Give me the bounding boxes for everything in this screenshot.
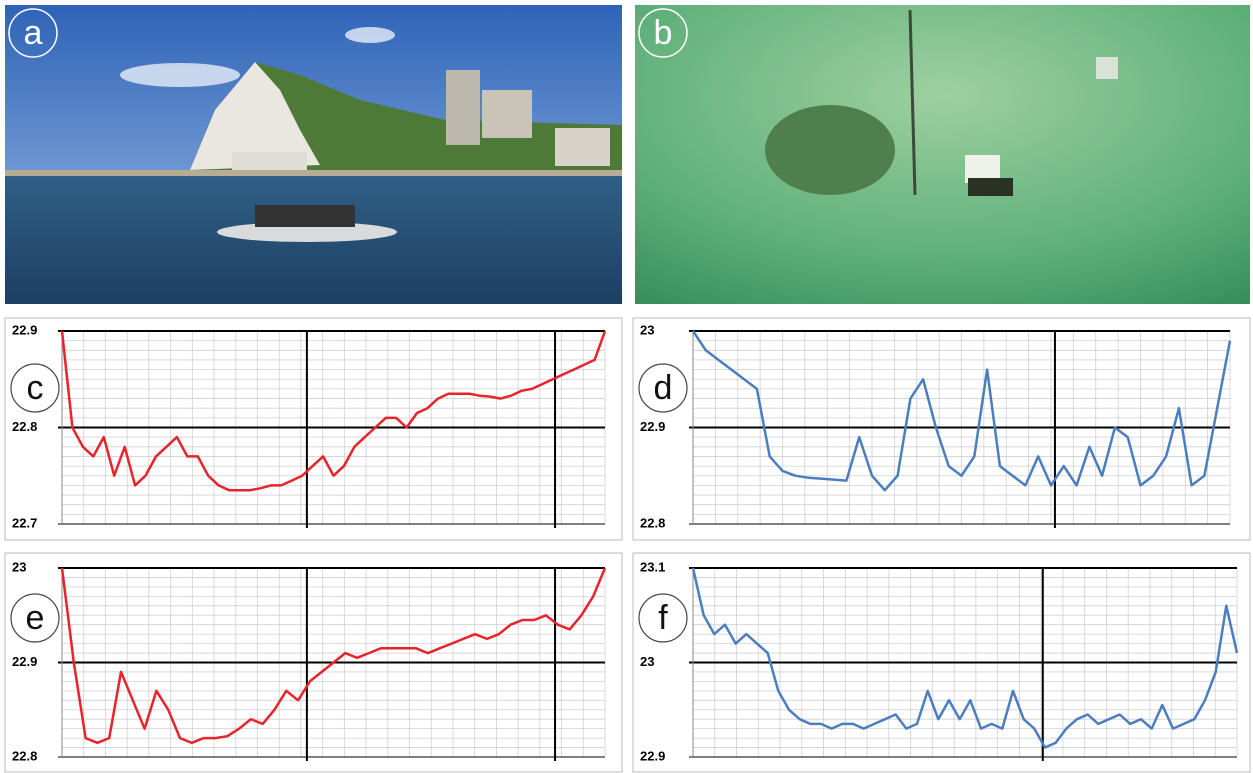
y-tick-label: 23 bbox=[640, 322, 654, 337]
y-tick-label: 23 bbox=[640, 654, 654, 669]
panel-label: e bbox=[26, 599, 45, 637]
y-tick-label: 22.9 bbox=[640, 419, 665, 434]
y-tick-label: 22.8 bbox=[12, 748, 37, 763]
panel-label: a bbox=[24, 14, 43, 52]
y-tick-label: 23.1 bbox=[640, 559, 665, 574]
y-tick-label: 22.9 bbox=[12, 322, 37, 337]
y-tick-label: 22.7 bbox=[12, 515, 37, 530]
photo-b bbox=[635, 5, 1250, 304]
panel-label: f bbox=[658, 599, 668, 637]
panel-label: c bbox=[27, 369, 44, 407]
y-tick-label: 22.9 bbox=[12, 654, 37, 669]
panel-label: b bbox=[654, 14, 673, 52]
y-tick-label: 22.8 bbox=[12, 419, 37, 434]
y-tick-label: 22.8 bbox=[640, 515, 665, 530]
panel-label: d bbox=[654, 369, 673, 407]
y-tick-label: 23 bbox=[12, 559, 26, 574]
figure: a b 22.7 22.8 22.9 c 22.8 22.9 23 d 22.8 22.9 23 e 22.… bbox=[0, 0, 1253, 773]
panel-frame bbox=[633, 318, 1250, 540]
y-tick-label: 22.9 bbox=[640, 748, 665, 763]
photo-a bbox=[5, 5, 622, 304]
panel-frame bbox=[5, 318, 622, 540]
